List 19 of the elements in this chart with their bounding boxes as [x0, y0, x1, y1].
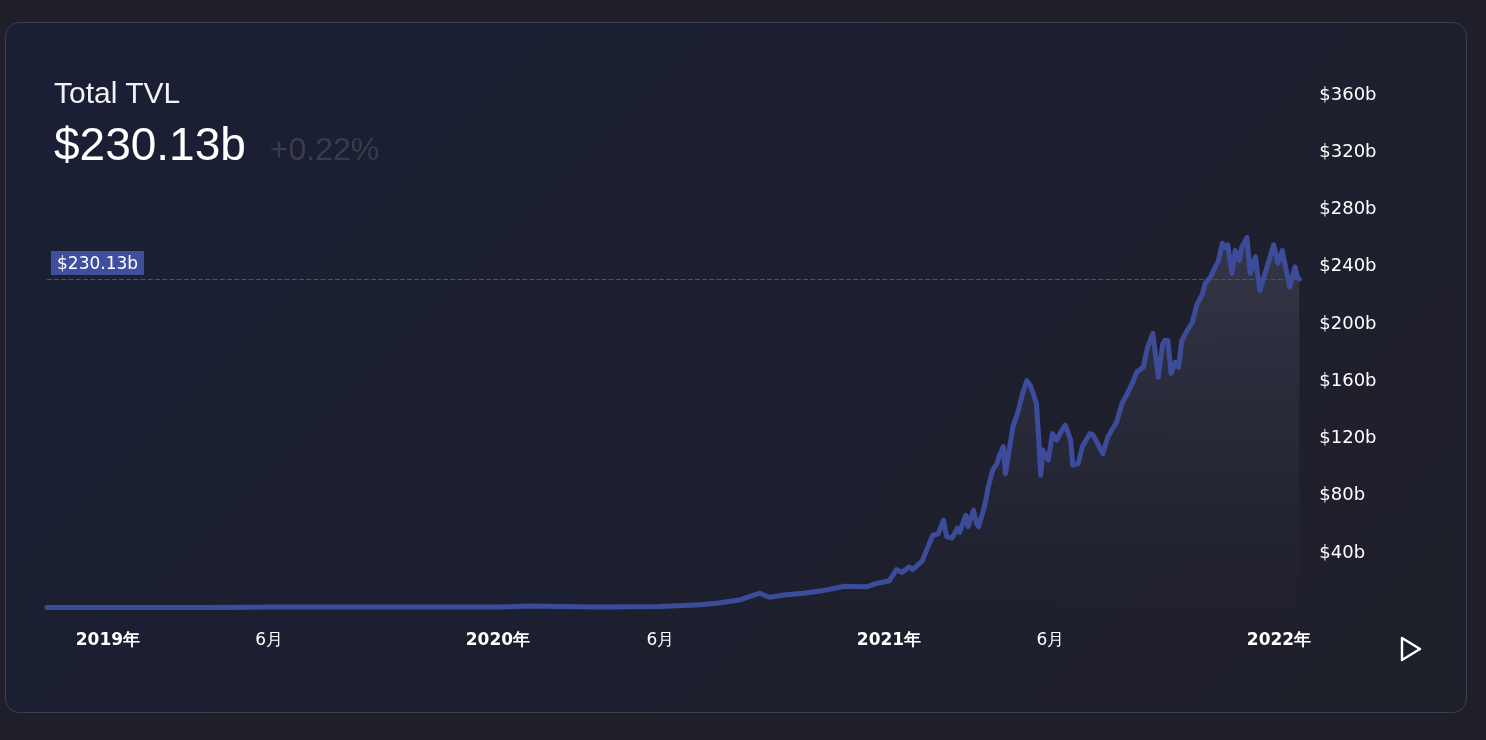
x-tick-label: 6月 [646, 628, 675, 649]
y-tick-label: $40b [1319, 540, 1366, 562]
y-tick-label: $280b [1319, 197, 1377, 218]
y-tick-label: $240b [1319, 254, 1377, 276]
chart-title: Total TVL [54, 75, 181, 109]
y-tick-label: $360b [1319, 82, 1377, 104]
y-tick-label: $320b [1319, 139, 1377, 161]
y-tick-label: $160b [1319, 368, 1377, 390]
x-tick-label: 6月 [1036, 628, 1065, 649]
x-tick-label: 2019年 [75, 628, 141, 649]
x-tick-label: 2020年 [465, 628, 531, 649]
x-tick-label: 2022年 [1246, 628, 1312, 649]
y-tick-label: $80b [1319, 483, 1366, 505]
y-tick-label: $120b [1319, 426, 1377, 447]
text: $230.13b [54, 118, 246, 170]
x-tick-label: 6月 [255, 628, 284, 649]
y-tick-label: $200b [1319, 311, 1377, 333]
ref-line-label: $230.13b [57, 253, 139, 274]
x-tick-label: 2021年 [856, 628, 922, 649]
